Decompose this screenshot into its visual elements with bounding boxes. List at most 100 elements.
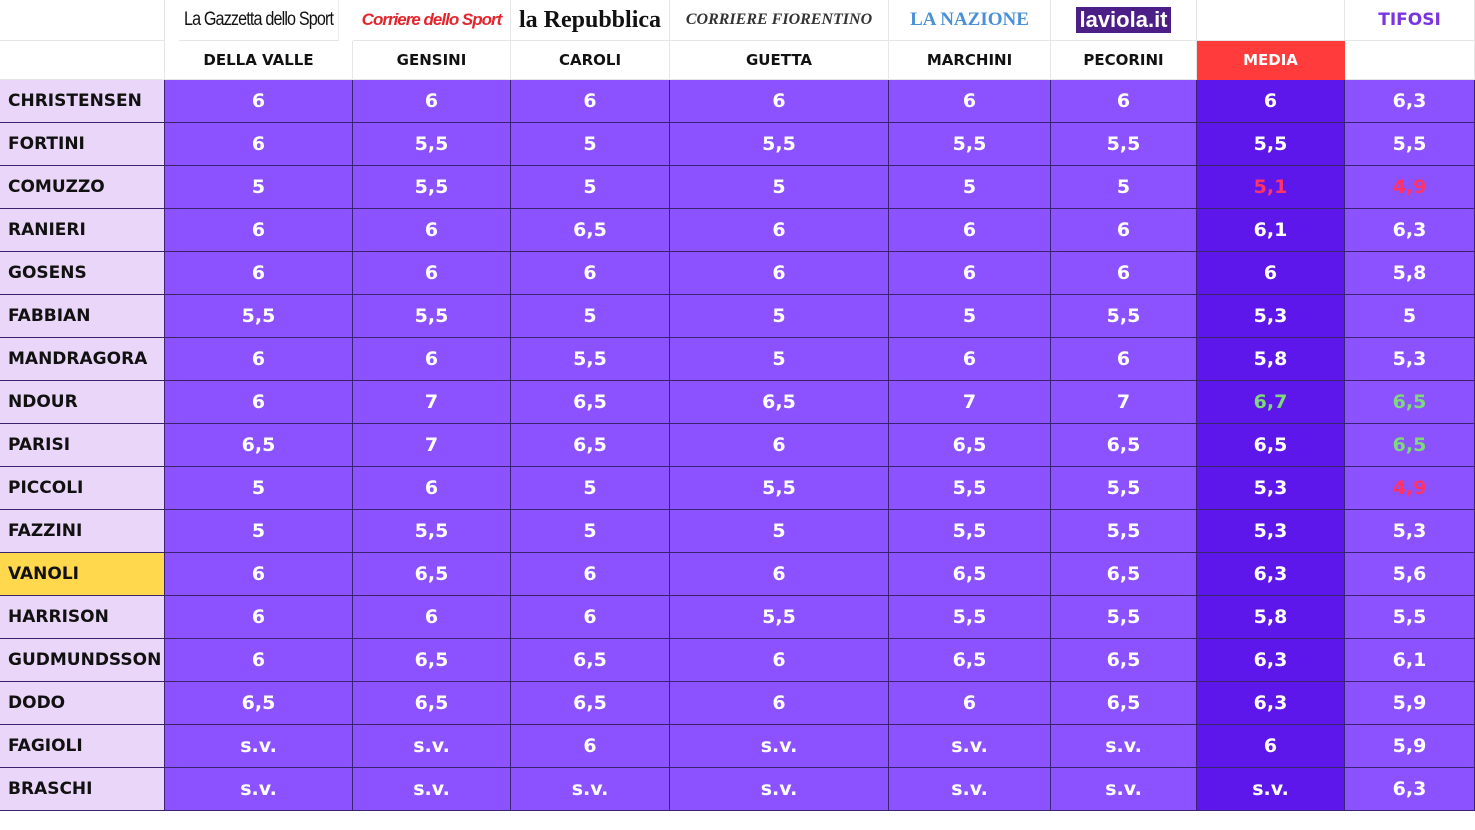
rating-text: 5 [583, 305, 597, 327]
rating-text: 6 [251, 133, 266, 155]
rating-text: 6 [583, 90, 597, 112]
rating: 6 [165, 596, 353, 639]
rating: 6 [670, 424, 889, 467]
rating: 6 [165, 553, 353, 596]
rating: 6 [670, 553, 889, 596]
tifosi-value: 5,3 [1345, 338, 1475, 381]
critic-name: GUETTA [670, 41, 889, 80]
tifosi-value-text: 5,9 [1392, 735, 1427, 757]
rating-text: s.v. [413, 778, 450, 800]
rating-text: 6 [424, 606, 439, 628]
rating-text: 5,5 [952, 477, 987, 499]
source-logo-text: laviola.it [1076, 7, 1171, 33]
source-logo: CORRIERE FIORENTINO [670, 0, 889, 41]
rating: 6 [353, 467, 511, 510]
rating-text: 6,5 [573, 219, 607, 241]
rating-text: 6 [772, 434, 786, 456]
rating: 5 [1051, 166, 1197, 209]
rating-text: 6,5 [762, 391, 796, 413]
rating: 5,5 [1051, 123, 1197, 166]
media-value: 6,3 [1197, 639, 1345, 682]
media-value: 5,1 [1197, 166, 1345, 209]
rating: 6 [1051, 252, 1197, 295]
rating: 6,5 [353, 682, 511, 725]
rating: 6 [1051, 338, 1197, 381]
rating: s.v. [1051, 725, 1197, 768]
rating: 6 [353, 338, 511, 381]
rating-text: 6 [583, 606, 597, 628]
rating-text: 5,5 [1106, 133, 1141, 155]
rating: 6,5 [165, 682, 353, 725]
rating: 6 [353, 209, 511, 252]
rating: 5,5 [889, 123, 1051, 166]
rating: 5 [670, 510, 889, 553]
rating-text: 5,5 [1106, 606, 1141, 628]
player-name-text: CHRISTENSEN [8, 91, 142, 111]
rating: 6 [165, 381, 353, 424]
critic-name: DELLA VALLE [165, 41, 353, 80]
rating: 5,5 [165, 295, 353, 338]
source-logo: laviola.it [1051, 0, 1197, 41]
media-value-text: 5,3 [1253, 477, 1288, 499]
corner [0, 0, 165, 41]
source-logo-text: CORRIERE FIORENTINO [685, 11, 873, 28]
tifosi-value-text: 4,9 [1392, 477, 1427, 499]
rating: 5,5 [1051, 467, 1197, 510]
media-value-text: s.v. [1252, 778, 1289, 800]
tifosi-header-blank [1345, 41, 1475, 80]
media-value-text: 5,5 [1253, 133, 1288, 155]
media-value: 6,7 [1197, 381, 1345, 424]
rating: 5,5 [353, 166, 511, 209]
rating: 5,5 [1051, 596, 1197, 639]
media-value: s.v. [1197, 768, 1345, 811]
rating-text: 7 [424, 434, 439, 456]
media-value-text: 6 [1263, 262, 1278, 284]
rating-text: 6 [962, 219, 977, 241]
rating-text: 6 [251, 391, 266, 413]
tifosi-value: 5 [1345, 295, 1475, 338]
tifosi-header: TIFOSI [1345, 0, 1475, 41]
rating-text: 6,5 [952, 434, 987, 456]
rating-text: 6,5 [241, 692, 276, 714]
rating-text: 5,5 [952, 133, 987, 155]
rating-text: 6 [251, 606, 266, 628]
media-value: 6,3 [1197, 682, 1345, 725]
critic-name: CAROLI [511, 41, 670, 80]
rating: 5,5 [511, 338, 670, 381]
rating-text: 5 [251, 477, 266, 499]
tifosi-value: 5,5 [1345, 123, 1475, 166]
rating: 5,5 [670, 596, 889, 639]
media-value-text: 5,3 [1253, 520, 1288, 542]
tifosi-value-text: 6,5 [1392, 434, 1427, 456]
rating: 6,5 [165, 424, 353, 467]
tifosi-value-text: 6,5 [1392, 391, 1427, 413]
rating-text: 6 [251, 219, 266, 241]
rating-text: 6 [1116, 90, 1131, 112]
media-value: 6 [1197, 252, 1345, 295]
source-logo-text: LA NAZIONE [910, 9, 1029, 30]
rating: 7 [353, 424, 511, 467]
rating: s.v. [511, 768, 670, 811]
rating: 5 [670, 166, 889, 209]
rating: 5 [511, 295, 670, 338]
tifosi-value-text: 5,9 [1392, 692, 1427, 714]
rating: s.v. [670, 725, 889, 768]
tifosi-value-text: 5,3 [1392, 348, 1427, 370]
media-value-text: 6,3 [1253, 649, 1288, 671]
rating-text: 6 [1116, 348, 1131, 370]
rating-text: s.v. [240, 735, 277, 757]
rating-text: 6 [772, 649, 786, 671]
rating: 6 [670, 682, 889, 725]
rating-text: 5,5 [1106, 305, 1141, 327]
tifosi-value: 5,8 [1345, 252, 1475, 295]
rating-text: 6 [424, 262, 439, 284]
rating: 6 [165, 123, 353, 166]
rating-text: 6,5 [414, 692, 449, 714]
rating: 6,5 [1051, 682, 1197, 725]
media-value-text: 6,3 [1253, 563, 1288, 585]
rating-text: 5,5 [762, 133, 796, 155]
rating-text: 5 [583, 477, 597, 499]
rating: 6,5 [511, 424, 670, 467]
rating-text: s.v. [413, 735, 450, 757]
